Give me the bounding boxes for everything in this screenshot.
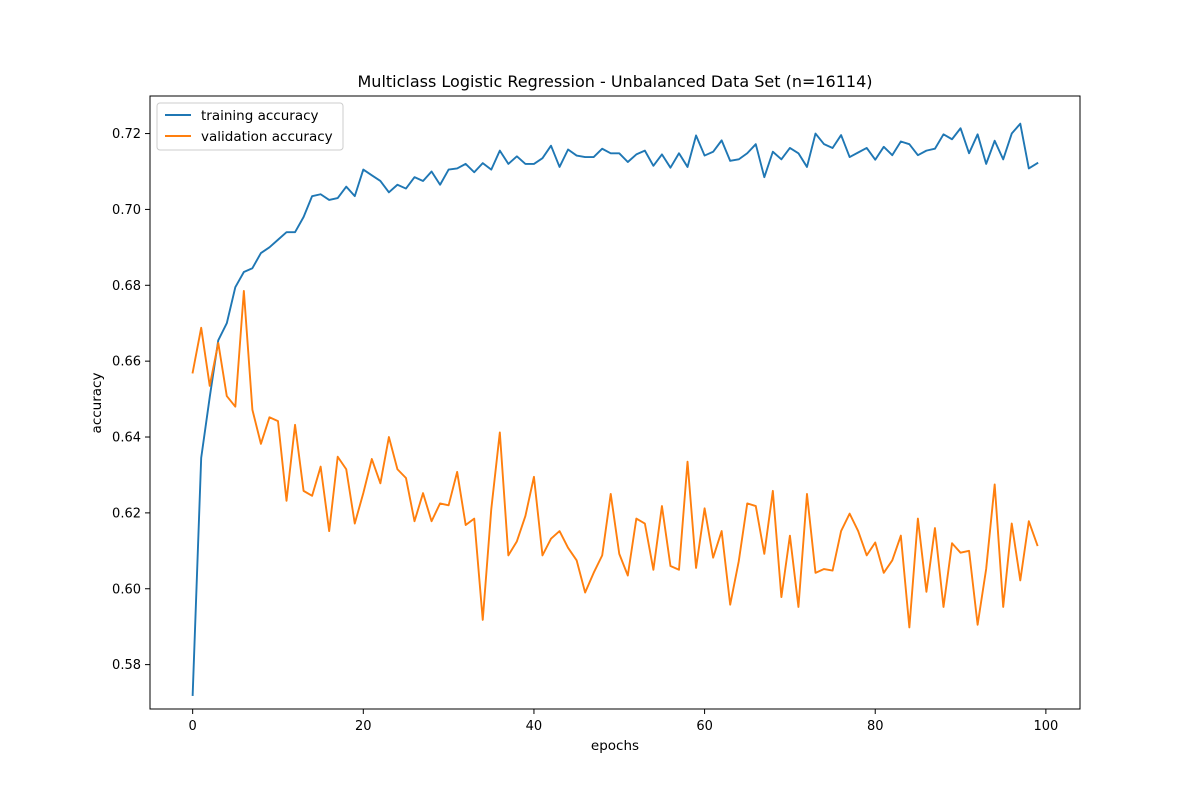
x-tick-label: 60 xyxy=(696,719,713,734)
x-tick-label: 0 xyxy=(189,719,197,734)
legend: training accuracy validation accuracy xyxy=(156,102,344,151)
legend-label-validation-accuracy: validation accuracy xyxy=(201,129,333,145)
x-tick-label: 100 xyxy=(1033,719,1058,734)
chart-title: Multiclass Logistic Regression - Unbalan… xyxy=(358,72,873,91)
validation-accuracy-line xyxy=(191,290,1039,629)
x-axis-label: epochs xyxy=(591,738,639,754)
x-tick-label: 20 xyxy=(355,719,372,734)
plot-area: 0 20 40 60 80 100 0.58 0.60 0.62 0.64 0.66 0.68 0.70… xyxy=(112,95,1081,734)
y-tick-label: 0.66 xyxy=(112,355,141,370)
y-tick-label: 0.72 xyxy=(112,127,141,142)
plot-frame xyxy=(149,95,1081,710)
legend-box xyxy=(156,102,344,151)
y-tick-label: 0.62 xyxy=(112,506,141,521)
y-tick-label: 0.58 xyxy=(112,658,141,673)
x-tick-label: 80 xyxy=(867,719,884,734)
y-tick-label: 0.70 xyxy=(112,203,141,218)
training-accuracy-line xyxy=(191,122,1039,696)
y-tick-label: 0.60 xyxy=(112,582,141,597)
legend-label-training-accuracy: training accuracy xyxy=(201,108,319,124)
y-tick-label: 0.68 xyxy=(112,279,141,294)
y-axis-label: accuracy xyxy=(89,373,105,434)
y-tick-label: 0.64 xyxy=(112,431,141,446)
x-tick-label: 40 xyxy=(526,719,543,734)
